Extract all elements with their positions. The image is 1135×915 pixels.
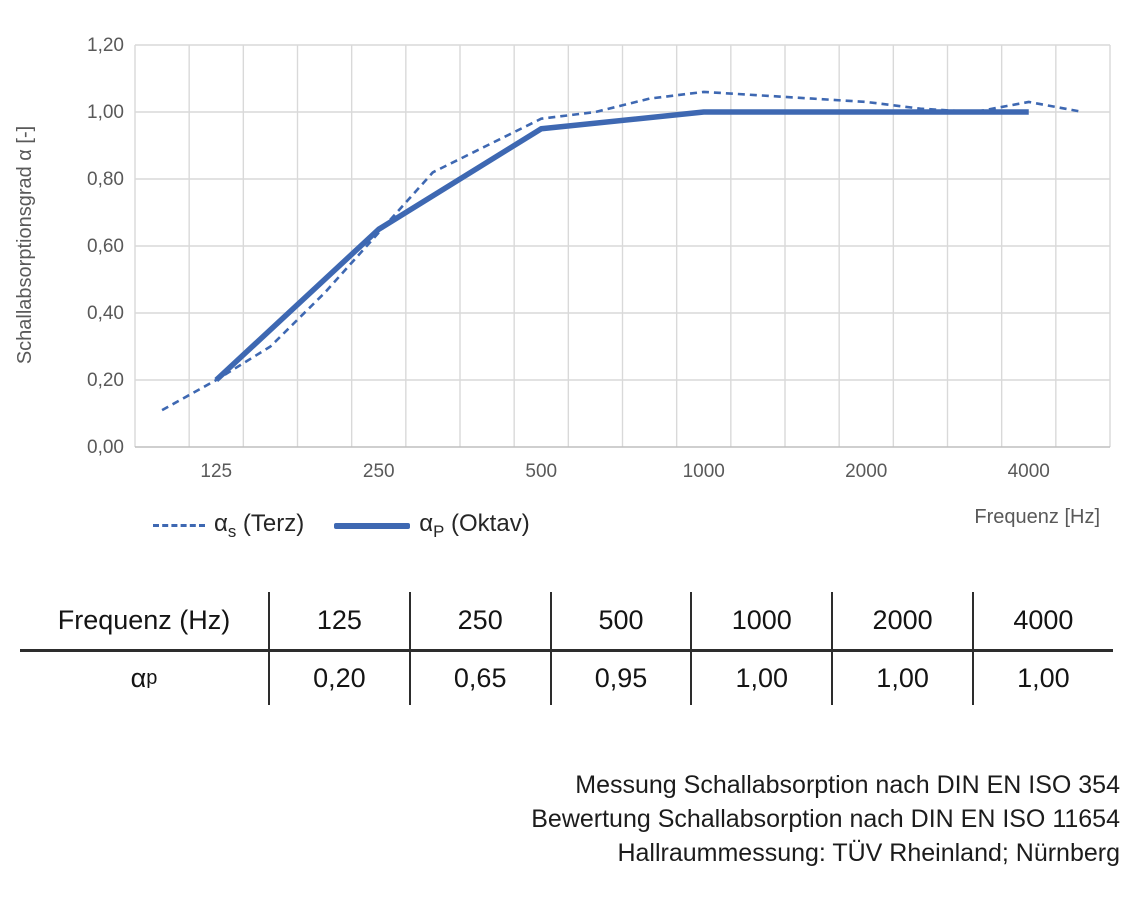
svg-text:1,20: 1,20 <box>87 35 124 56</box>
x-tick-labels: 125 250 500 1000 2000 4000 <box>200 461 1049 482</box>
note-line: Messung Schallabsorption nach DIN EN ISO… <box>575 771 1120 799</box>
legend-item-oktav: αP (Oktav) <box>334 510 530 542</box>
svg-text:125: 125 <box>200 461 232 482</box>
table-header-cell: 250 <box>408 592 550 649</box>
svg-text:2000: 2000 <box>845 461 887 482</box>
measurement-notes: Messung Schallabsorption nach DIN EN ISO… <box>531 768 1120 870</box>
solid-line-sample-icon <box>334 522 411 529</box>
note-line: Bewertung Schallabsorption nach DIN EN I… <box>531 805 1120 833</box>
x-axis-title: Frequenz [Hz] <box>974 506 1100 528</box>
table-value-cell: 1,00 <box>971 649 1113 705</box>
svg-text:0,20: 0,20 <box>87 370 124 391</box>
note-line: Hallraummessung: TÜV Rheinland; Nürnberg <box>617 839 1120 867</box>
table-header-cell: 4000 <box>971 592 1113 649</box>
dashed-line-sample-icon <box>153 524 205 528</box>
table-header-frequency: Frequenz (Hz) <box>57 605 231 635</box>
y-tick-labels: 0,00 0,20 0,40 0,60 0,80 1,00 1,20 <box>87 35 124 458</box>
table-header-cell: 125 <box>268 592 409 649</box>
svg-text:0,00: 0,00 <box>87 437 124 458</box>
table-value-cell: 1,00 <box>690 649 832 705</box>
chart-legend: αs (Terz) αP (Oktav) <box>153 510 530 542</box>
svg-text:500: 500 <box>525 461 557 482</box>
legend-label-oktav: αP (Oktav) <box>419 510 530 541</box>
table-value-cell: 0,65 <box>408 649 550 705</box>
absorption-line-chart: 0,00 0,20 0,40 0,60 0,80 1,00 1,20 125 250 500 100… <box>87 35 1111 482</box>
svg-text:1,00: 1,00 <box>87 102 124 123</box>
table-header-cell: 500 <box>549 592 691 649</box>
table-header-cell: 2000 <box>831 592 972 649</box>
legend-item-terz: αs (Terz) <box>153 510 304 542</box>
svg-text:4000: 4000 <box>1008 461 1050 482</box>
svg-text:250: 250 <box>363 461 395 482</box>
legend-label-terz: αs (Terz) <box>214 510 305 541</box>
svg-text:1000: 1000 <box>683 461 725 482</box>
svg-text:0,80: 0,80 <box>87 169 124 190</box>
table-value-cell: 0,20 <box>268 649 409 705</box>
oktav-line <box>214 109 1029 383</box>
y-axis-title: Schallabsorptionsgrad α [-] <box>14 125 36 365</box>
table-header-cell: 1000 <box>690 592 831 649</box>
alpha-p-table: Frequenz (Hz) 125 250 500 1000 2000 4000… <box>20 592 1113 705</box>
table-value-cell: 0,95 <box>549 649 691 705</box>
svg-text:0,60: 0,60 <box>87 236 124 257</box>
svg-text:0,40: 0,40 <box>87 303 124 324</box>
table-value-cell: 1,00 <box>831 649 972 705</box>
terz-line <box>161 90 1084 412</box>
